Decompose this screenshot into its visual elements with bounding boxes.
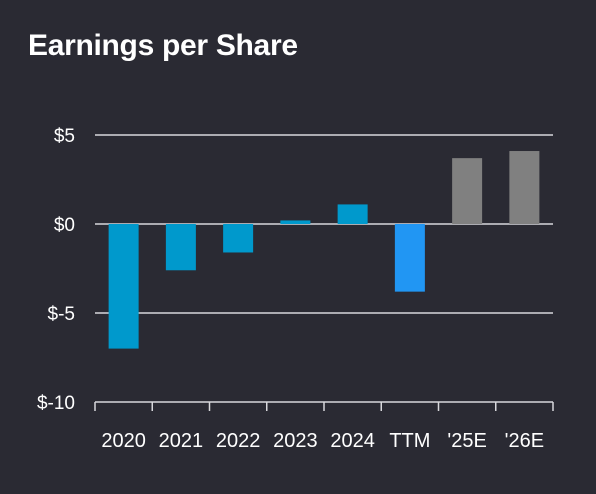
x-tick-label: TTM [389,430,430,452]
x-tick-label: 2021 [159,430,204,452]
y-tick-label: $0 [54,215,75,236]
bar-2023 [280,220,311,224]
bar-2022 [223,224,254,253]
x-tick-label: 2023 [273,430,318,452]
bar-25E [452,158,483,224]
chart-title: Earnings per Share [28,29,298,62]
x-axis [94,401,554,411]
gridlines [95,134,553,314]
bars [108,151,540,349]
x-tick-label: '26E [505,430,544,452]
y-tick-label: $-5 [48,304,75,325]
x-tick-label: 2020 [101,430,146,452]
bar-2020 [108,224,139,349]
y-tick-labels: $5 $0 $-5 $-10 [37,126,75,414]
bar-TTM [394,224,425,292]
bar-2024 [337,204,368,224]
x-tick-label: '25E [447,430,486,452]
x-tick-label: 2022 [216,430,261,452]
y-tick-label: $5 [54,126,75,147]
x-tick-label: 2024 [330,430,375,452]
y-tick-label: $-10 [37,393,75,414]
bar-2021 [165,224,196,271]
x-tick-labels: 2020 2021 2022 2023 2024 TTM '25E '26E [101,430,544,452]
bar-26E [509,151,540,224]
